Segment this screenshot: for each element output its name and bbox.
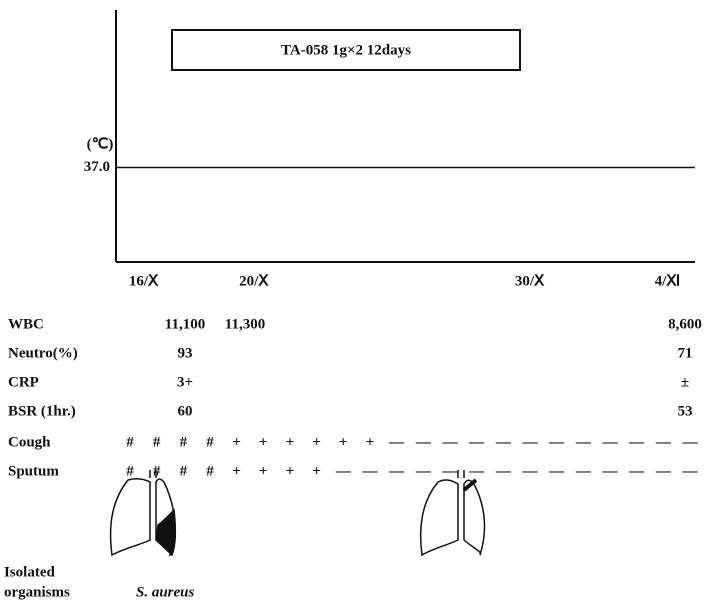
symptom-mark: —	[468, 434, 485, 450]
symptom-mark: —	[548, 434, 565, 450]
symptom-mark: —	[415, 463, 432, 479]
symptom-mark: —	[442, 434, 459, 450]
treatment-label: TA-058 1g×2 12days	[281, 42, 411, 58]
symptom-mark: —	[495, 434, 512, 450]
symptom-mark: +	[312, 434, 321, 450]
symptom-mark: +	[232, 434, 241, 450]
symptom-mark: —	[548, 463, 565, 479]
symptom-mark: #	[126, 434, 134, 450]
symptom-mark: —	[522, 463, 539, 479]
y-tick-label: 37.0	[84, 159, 110, 175]
lab-value: 53	[678, 403, 693, 419]
symptom-mark: +	[259, 434, 268, 450]
symptom-mark: #	[153, 463, 161, 479]
symptom-label: Cough	[8, 434, 51, 450]
lab-label: BSR (1hr.)	[8, 403, 76, 419]
symptom-mark: +	[259, 463, 268, 479]
symptom-mark: #	[180, 463, 188, 479]
symptom-mark: —	[682, 463, 699, 479]
symptom-mark: +	[339, 434, 348, 450]
lab-value: ±	[681, 374, 689, 390]
figure: TA-058 1g×2 12days (℃) 37.0 16/Ⅹ 20/Ⅹ 30/Ⅹ 4…	[0, 0, 707, 604]
symptom-mark: —	[655, 463, 672, 479]
symptom-mark: —	[575, 434, 592, 450]
symptom-mark: —	[442, 463, 459, 479]
lab-value: 93	[178, 345, 193, 361]
organisms-label: organisms	[4, 584, 70, 600]
x-tick-label: 16/Ⅹ	[129, 273, 159, 289]
symptom-mark: —	[628, 434, 645, 450]
lab-label: WBC	[8, 316, 44, 332]
symptom-mark: +	[232, 463, 241, 479]
symptom-mark: +	[366, 434, 375, 450]
x-tick-label: 4/Ⅺ	[655, 273, 681, 289]
symptom-mark: #	[180, 434, 188, 450]
symptom-mark: —	[495, 463, 512, 479]
symptom-mark: +	[312, 463, 321, 479]
symptom-mark: —	[468, 463, 485, 479]
symptom-mark: —	[602, 463, 619, 479]
y-axis-label: (℃)	[87, 136, 114, 152]
symptom-mark: —	[602, 434, 619, 450]
organisms-label: Isolated	[4, 564, 55, 580]
symptom-mark: —	[522, 434, 539, 450]
lab-value: 8,600	[668, 316, 702, 332]
symptom-mark: —	[415, 434, 432, 450]
symptom-mark: —	[335, 463, 352, 479]
lung-diagram	[111, 470, 176, 555]
symptom-mark: —	[682, 434, 699, 450]
lab-value: 11,300	[225, 316, 265, 332]
symptom-mark: —	[388, 434, 405, 450]
lab-value: 3+	[177, 374, 193, 390]
symptom-mark: —	[628, 463, 645, 479]
symptom-mark: #	[206, 463, 214, 479]
symptom-mark: —	[362, 463, 379, 479]
symptom-mark: +	[286, 434, 295, 450]
symptom-mark: +	[286, 463, 295, 479]
symptom-mark: #	[206, 434, 214, 450]
x-tick-label: 30/Ⅹ	[515, 273, 545, 289]
lab-value: 11,100	[165, 316, 205, 332]
symptom-mark: —	[655, 434, 672, 450]
symptom-label: Sputum	[8, 463, 59, 479]
lab-value: 60	[178, 403, 193, 419]
symptom-mark: —	[575, 463, 592, 479]
symptom-mark: #	[153, 434, 161, 450]
symptom-mark: —	[388, 463, 405, 479]
organism-name: S. aureus	[136, 584, 195, 600]
lab-label: Neutro(%)	[8, 345, 78, 361]
lung-diagram	[421, 470, 485, 555]
lab-value: 71	[678, 345, 693, 361]
symptom-mark: #	[126, 463, 134, 479]
x-tick-label: 20/Ⅹ	[239, 273, 269, 289]
lab-label: CRP	[8, 374, 39, 390]
